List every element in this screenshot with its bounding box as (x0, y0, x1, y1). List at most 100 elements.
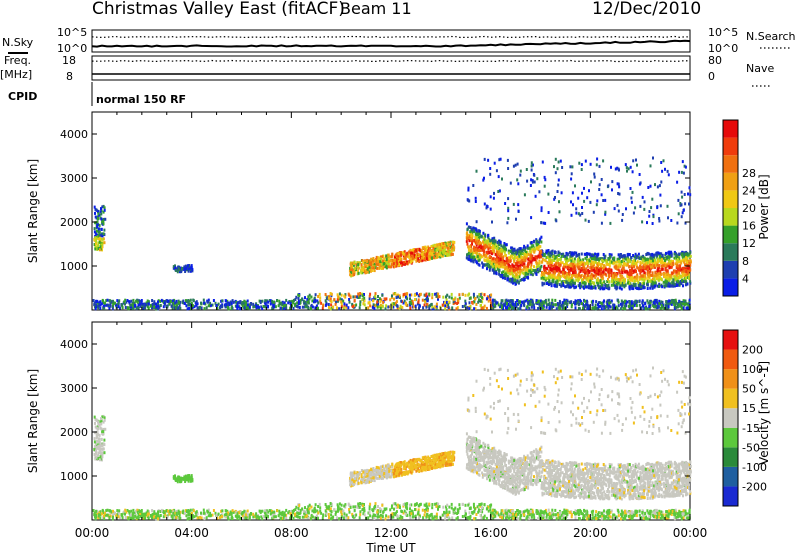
power-cell (406, 251, 409, 255)
power-cell (252, 305, 255, 309)
power-cell (631, 262, 634, 266)
power-cell (550, 263, 553, 267)
power-cell (666, 169, 669, 173)
power-cell (553, 263, 556, 267)
power-cell (281, 306, 284, 310)
power-cell (457, 300, 460, 304)
power-cell (636, 260, 639, 264)
power-cell (628, 264, 631, 268)
power-cell (114, 303, 117, 307)
power-cell (588, 304, 591, 308)
power-cell (621, 281, 624, 285)
power-cell (641, 274, 644, 278)
power-cell (454, 296, 457, 300)
power-cell (117, 301, 120, 305)
power-cell (562, 280, 565, 284)
power-cell (446, 293, 449, 297)
power-cell (670, 219, 673, 222)
power-cell (378, 262, 381, 265)
power-cell (618, 281, 621, 285)
power-cell (100, 212, 103, 216)
power-cell (666, 304, 669, 308)
power-cell (103, 228, 106, 232)
power-cell (661, 285, 664, 289)
power-cell (512, 264, 515, 268)
power-cell (518, 250, 521, 254)
power-cell (505, 298, 508, 302)
power-cell (591, 277, 594, 280)
power-cell (189, 298, 192, 302)
power-cell (531, 254, 534, 258)
power-cell (180, 270, 183, 274)
power-cell (526, 305, 529, 309)
power-cell (562, 254, 565, 258)
power-cell (514, 163, 517, 167)
power-cell (343, 294, 346, 298)
power-cell (593, 255, 595, 259)
power-cell (626, 281, 629, 285)
date-label: 12/Dec/2010 (592, 0, 701, 19)
power-cell (516, 279, 519, 283)
power-cell (209, 303, 212, 307)
power-cell (97, 304, 100, 308)
power-cell (630, 304, 633, 307)
power-cell (547, 276, 550, 280)
power-cell (488, 243, 491, 247)
power-cell (608, 280, 611, 284)
power-cell (256, 305, 259, 309)
power-cell (686, 266, 689, 270)
power-cell (632, 271, 635, 275)
power-cell (650, 274, 653, 277)
power-cell (653, 274, 656, 278)
power-cell (426, 303, 429, 307)
power-cell (314, 306, 317, 310)
power-cell (584, 271, 587, 275)
power-cell (672, 278, 675, 282)
power-cell (414, 249, 417, 253)
power-cell (418, 306, 420, 310)
power-cell (508, 307, 510, 311)
power-cell (600, 275, 603, 279)
power-cell (380, 298, 383, 302)
power-cell (281, 300, 284, 304)
power-cell (196, 306, 199, 310)
power-cell (668, 277, 671, 281)
power-cell (426, 258, 429, 261)
power-cell (566, 253, 569, 257)
power-cell (443, 301, 446, 305)
power-cell (306, 300, 309, 304)
power-cell (493, 298, 496, 302)
power-cell (581, 263, 584, 267)
power-cell (668, 284, 671, 288)
power-cell (556, 190, 559, 193)
power-cell (600, 258, 603, 262)
power-cell (566, 266, 569, 269)
power-cell (653, 264, 656, 268)
power-cell (542, 221, 545, 225)
power-cell (102, 222, 105, 226)
power-cell (645, 261, 648, 265)
power-cell (228, 303, 231, 307)
power-cell (357, 296, 360, 299)
power-cell (428, 304, 431, 308)
power-cell (586, 261, 588, 265)
power-cell (658, 275, 661, 279)
power-cell (409, 297, 411, 301)
power-cell (428, 251, 431, 255)
power-cell (435, 294, 438, 298)
power-cell (569, 263, 572, 267)
power-cell (619, 254, 622, 258)
power-cell (506, 301, 508, 305)
power-cell (582, 270, 585, 274)
power-cell (618, 269, 621, 273)
power-cell (523, 272, 526, 276)
power-cell (649, 279, 652, 283)
power-cell (588, 189, 590, 193)
power-cell (380, 267, 383, 270)
power-cell (117, 303, 120, 307)
power-cell (488, 254, 491, 258)
power-cell (549, 304, 552, 308)
power-cell (618, 278, 621, 282)
power-cell (611, 274, 614, 278)
power-cell (552, 304, 555, 308)
